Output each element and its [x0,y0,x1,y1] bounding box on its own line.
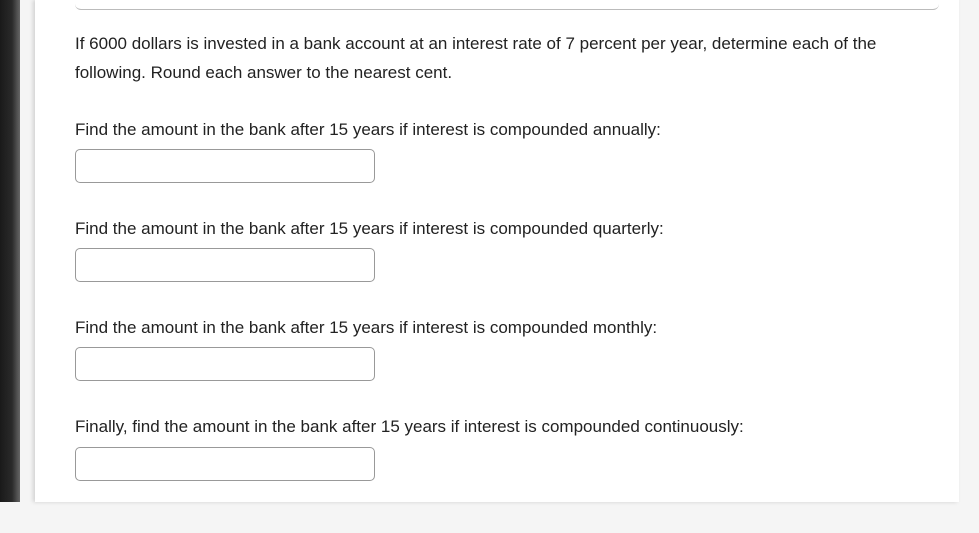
worksheet-page: If 6000 dollars is invested in a bank ac… [35,0,959,502]
question-prompt: Find the amount in the bank after 15 yea… [75,116,919,143]
answer-input-continuously[interactable] [75,447,375,481]
question-prompt: Finally, find the amount in the bank aft… [75,413,919,440]
question-block-continuously: Finally, find the amount in the bank aft… [75,413,919,480]
question-block-quarterly: Find the amount in the bank after 15 yea… [75,215,919,282]
answer-input-monthly[interactable] [75,347,375,381]
question-prompt: Find the amount in the bank after 15 yea… [75,314,919,341]
top-frame-border [75,0,939,10]
answer-input-quarterly[interactable] [75,248,375,282]
question-prompt: Find the amount in the bank after 15 yea… [75,215,919,242]
answer-input-annually[interactable] [75,149,375,183]
problem-intro: If 6000 dollars is invested in a bank ac… [75,30,919,88]
question-block-monthly: Find the amount in the bank after 15 yea… [75,314,919,381]
question-block-annually: Find the amount in the bank after 15 yea… [75,116,919,183]
page-shadow-edge [0,0,20,502]
problem-content: If 6000 dollars is invested in a bank ac… [35,10,959,533]
